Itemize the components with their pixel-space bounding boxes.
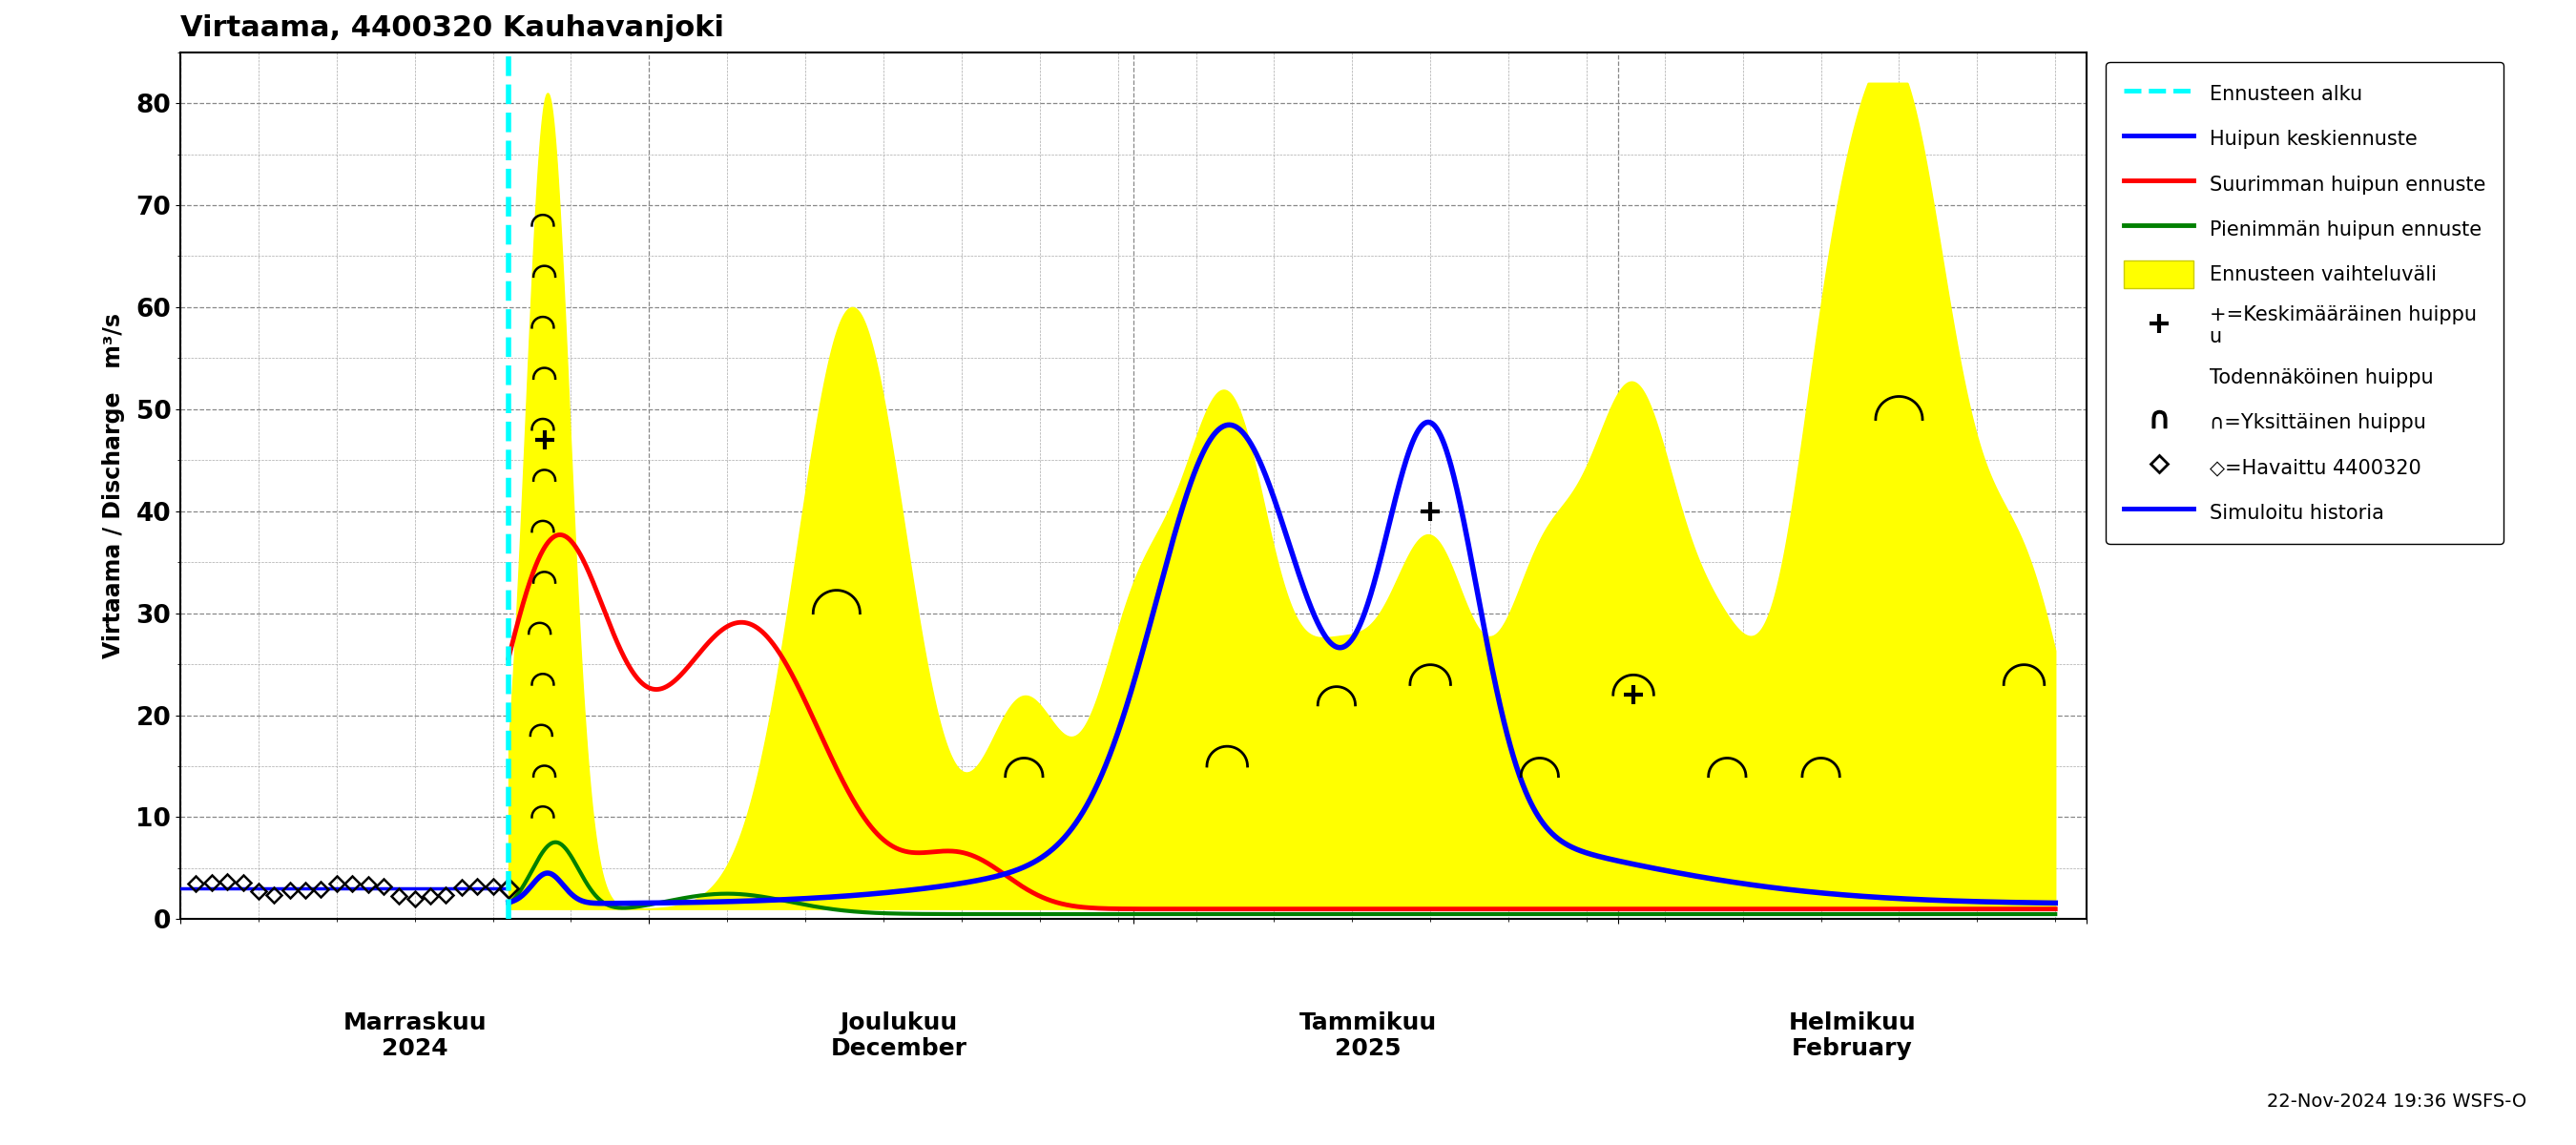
- Text: Joulukuu
December: Joulukuu December: [832, 1011, 966, 1060]
- Text: Helmikuu
February: Helmikuu February: [1788, 1011, 1917, 1060]
- Text: Virtaama, 4400320 Kauhavanjoki: Virtaama, 4400320 Kauhavanjoki: [180, 14, 724, 42]
- Y-axis label: Virtaama / Discharge   m³/s: Virtaama / Discharge m³/s: [103, 313, 126, 658]
- Text: Tammikuu
2025: Tammikuu 2025: [1298, 1011, 1437, 1060]
- Text: 22-Nov-2024 19:36 WSFS-O: 22-Nov-2024 19:36 WSFS-O: [2267, 1092, 2527, 1111]
- Text: Marraskuu
2024: Marraskuu 2024: [343, 1011, 487, 1060]
- Legend: Ennusteen alku, Huipun keskiennuste, Suurimman huipun ennuste, Pienimmän huipun : Ennusteen alku, Huipun keskiennuste, Suu…: [2107, 62, 2504, 544]
